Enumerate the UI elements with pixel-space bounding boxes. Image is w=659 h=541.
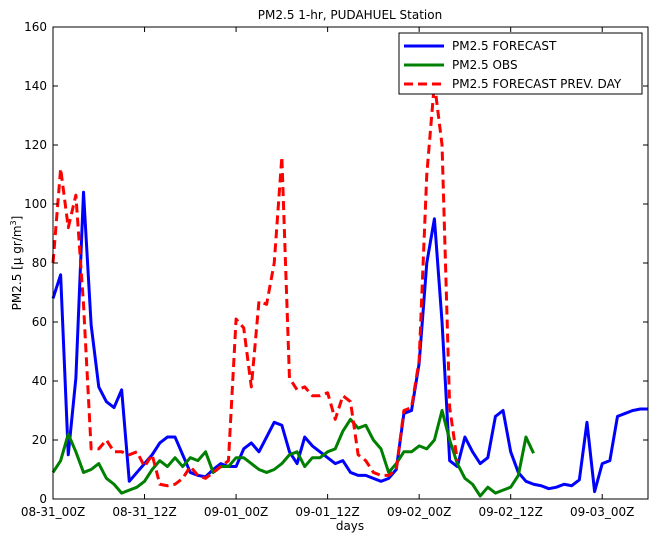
legend: PM2.5 FORECAST PM2.5 OBS PM2.5 FORECAST PR… [398,32,643,95]
x-tick-label: 09-01_12Z [295,505,359,519]
chart-title: PM2.5 1-hr, PUDAHUEL Station [258,8,442,22]
y-axis-label: PM2.5 [μ gr/m3] [9,216,24,311]
y-axis-label-close: ] [10,216,24,221]
x-axis-label: days [336,519,364,533]
x-tick-label: 09-02_12Z [479,505,543,519]
legend-label: PM2.5 FORECAST [452,39,557,53]
y-tick-label: 0 [39,492,47,506]
legend-label: PM2.5 FORECAST PREV. DAY [452,77,622,91]
y-tick-label: 120 [24,138,47,152]
y-tick-label: 80 [32,256,47,270]
x-tick-label: 08-31_12Z [112,505,176,519]
y-tick-label: 60 [32,315,47,329]
series-layer [51,81,648,498]
x-tick-label: 09-03_00Z [570,505,634,519]
tick-layer: 0 20 40 60 80 100 120 140 160 08-31_00Z 08-31_12Z 0… [21,20,648,519]
legend-label: PM2.5 OBS [452,58,518,72]
legend-items: PM2.5 FORECAST PM2.5 OBS PM2.5 FORECAST PR… [404,39,622,91]
y-tick-label: 160 [24,20,47,34]
series-line-obs [51,409,535,498]
x-tick-label: 09-02_00Z [387,505,451,519]
x-tick-label: 08-31_00Z [21,505,85,519]
y-tick-label: 20 [32,433,47,447]
series-line-forecast [51,190,648,494]
y-tick-label: 100 [24,197,47,211]
series-line-forecast-prev-day [51,81,459,488]
x-tick-label: 09-01_00Z [204,505,268,519]
y-axis-label-main: PM2.5 [μ gr/m [10,225,24,310]
y-axis-label-superscript: 3 [9,220,18,225]
y-tick-label: 40 [32,374,47,388]
y-tick-label: 140 [24,79,47,93]
